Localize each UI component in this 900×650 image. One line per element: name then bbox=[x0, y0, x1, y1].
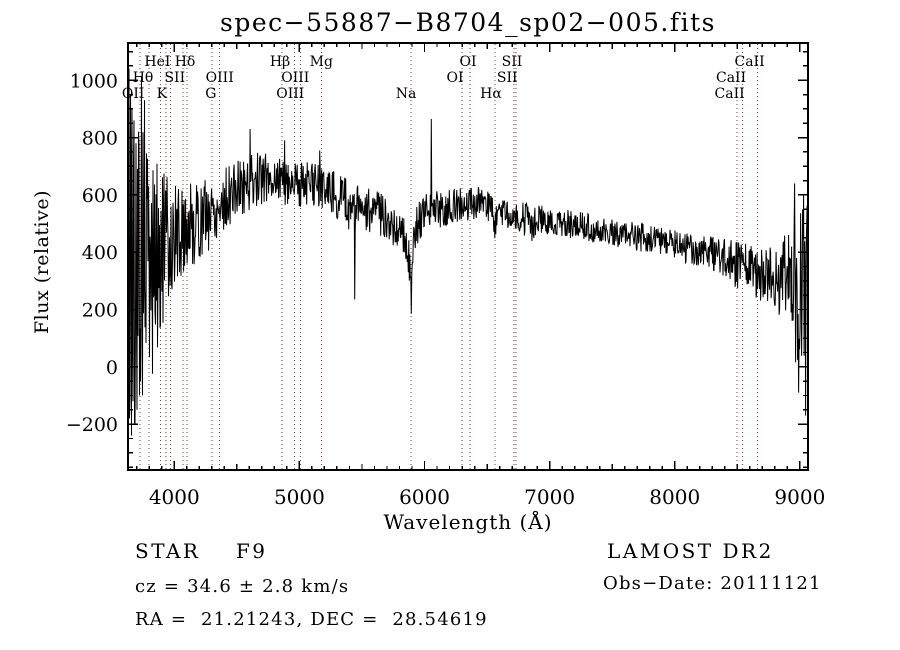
spectral-line-label: SII bbox=[502, 54, 523, 70]
spectral-line-label: OI bbox=[460, 54, 477, 70]
y-tick-label: 600 bbox=[82, 185, 118, 207]
tick-labels-layer: 4000 5000 6000 7000 8000 9000 −200 0 200 400 600 80… bbox=[66, 70, 826, 509]
radial-velocity-text: cz = 34.6 ± 2.8 km/s bbox=[135, 576, 349, 597]
survey-release-text: LAMOST DR2 bbox=[607, 539, 774, 563]
spectral-line-label: K bbox=[157, 86, 168, 102]
spectral-line-label: Hβ bbox=[270, 54, 290, 70]
x-tick-label: 4000 bbox=[149, 485, 200, 509]
spectral-line-labels-layer: OIIHθHeIKSIIHδGOIIIHβOIIIOIIIMgNaOIOIHαS… bbox=[122, 54, 765, 102]
spectral-line-label: OIII bbox=[276, 86, 304, 102]
spectrum-trace-layer bbox=[127, 68, 809, 436]
spectral-line-label: OIII bbox=[206, 70, 234, 86]
x-tick-label: 6000 bbox=[399, 485, 450, 509]
y-tick-label: 0 bbox=[106, 357, 118, 379]
spectral-line-label: SII bbox=[497, 70, 518, 86]
y-tick-label: 1000 bbox=[70, 70, 118, 92]
object-class-text: STAR F9 bbox=[135, 539, 267, 563]
spectral-line-label: CaII bbox=[716, 70, 746, 86]
x-axis-title: Wavelength (Å) bbox=[383, 509, 552, 534]
spectral-line-label: Mg bbox=[310, 54, 333, 70]
spectral-line-label: Na bbox=[396, 86, 417, 102]
spectral-line-label: CaII bbox=[735, 54, 765, 70]
y-tick-label: 400 bbox=[82, 242, 118, 264]
spectral-line-label: OIII bbox=[281, 70, 309, 86]
x-tick-label: 9000 bbox=[774, 485, 825, 509]
spectral-line-label: G bbox=[205, 86, 216, 102]
spectral-line-label: SII bbox=[164, 70, 185, 86]
spectrum-trace bbox=[127, 68, 809, 436]
spectral-line-markers-layer bbox=[139, 44, 759, 469]
axis-ticks-layer bbox=[128, 43, 808, 470]
spectral-line-label: CaII bbox=[715, 86, 745, 102]
spectral-line-label: HeI bbox=[144, 54, 170, 70]
spectral-line-label: Hδ bbox=[175, 54, 196, 70]
obs-date-text: Obs−Date: 20111121 bbox=[603, 573, 822, 594]
spectral-line-label: OII bbox=[122, 86, 145, 102]
x-tick-label: 7000 bbox=[524, 485, 575, 509]
plot-title: spec−55887−B8704_sp02−005.fits bbox=[220, 8, 716, 37]
y-axis-title: Flux (relative) bbox=[31, 190, 53, 334]
ra-dec-text: RA = 21.21243, DEC = 28.54619 bbox=[135, 609, 488, 630]
x-tick-label: 5000 bbox=[274, 485, 325, 509]
y-tick-label: −200 bbox=[66, 414, 118, 436]
y-tick-label: 800 bbox=[82, 128, 118, 150]
y-tick-label: 200 bbox=[82, 300, 118, 322]
spectral-line-label: OI bbox=[447, 70, 464, 86]
plot-frame bbox=[127, 42, 809, 471]
spectral-line-label: Hθ bbox=[133, 70, 154, 86]
x-tick-label: 8000 bbox=[649, 485, 700, 509]
spectral-line-label: Hα bbox=[480, 86, 502, 102]
